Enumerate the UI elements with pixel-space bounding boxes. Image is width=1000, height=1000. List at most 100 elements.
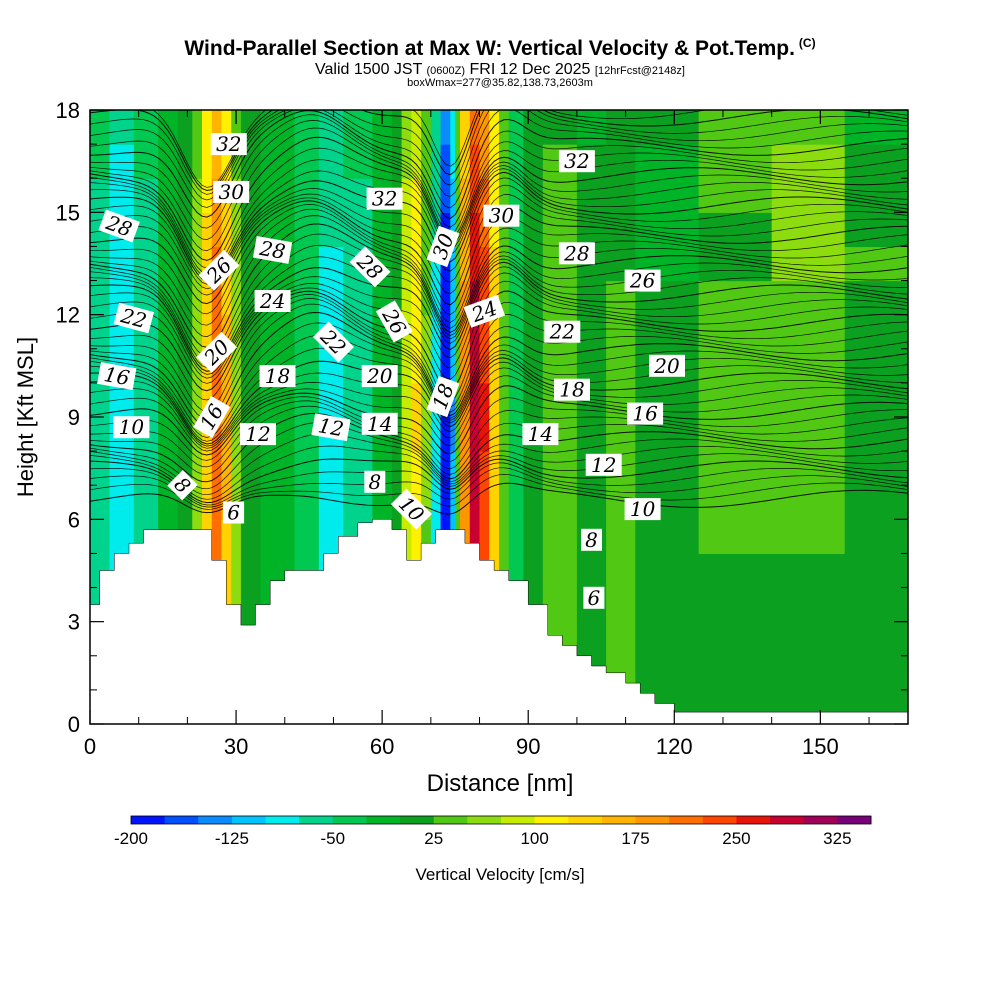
velocity-cell (499, 519, 510, 555)
velocity-cell (523, 178, 544, 213)
velocity-cell (771, 553, 846, 589)
velocity-cell (844, 587, 908, 623)
colorbar-swatch (198, 816, 233, 824)
velocity-cell (542, 485, 578, 520)
velocity-cell (294, 314, 320, 350)
velocity-cell (508, 553, 524, 589)
velocity-cell (411, 417, 422, 452)
velocity-cell (489, 382, 500, 418)
contour-label-box (463, 294, 506, 328)
contour-label-text: 20 (653, 354, 680, 378)
velocity-cell (221, 212, 232, 248)
velocity-cell (211, 280, 223, 316)
velocity-cell (201, 144, 213, 179)
velocity-cell (771, 280, 846, 316)
velocity-cell (542, 587, 578, 623)
velocity-cell (231, 553, 242, 589)
velocity-cell (479, 314, 490, 350)
velocity-cell (211, 144, 223, 179)
theta-contour-line (90, 375, 908, 452)
velocity-cell (221, 280, 232, 316)
contour-label-box (167, 469, 198, 501)
velocity-cell (192, 178, 203, 213)
velocity-cell (499, 246, 510, 282)
velocity-cell (318, 382, 344, 418)
velocity-cell (343, 280, 374, 316)
contour-label-box (312, 321, 355, 363)
velocity-cell (294, 144, 320, 179)
velocity-cell (211, 417, 223, 452)
contour-label: 18 (259, 364, 296, 388)
velocity-cell (771, 587, 846, 623)
contour-label-text: 6 (227, 501, 240, 525)
theta-contour-line (90, 280, 908, 384)
contour-label: 14 (522, 422, 559, 446)
contour-label-box (210, 133, 247, 156)
colorbar-tick-label: 250 (722, 829, 750, 848)
valid-date: FRI 12 Dec 2025 (469, 61, 591, 78)
velocity-cell (635, 451, 700, 486)
velocity-cell (460, 485, 471, 520)
velocity-cell (450, 212, 456, 248)
velocity-cell (318, 246, 344, 282)
velocity-cell (201, 280, 213, 316)
contour-label: 10 (624, 497, 661, 521)
contour-label: 10 (113, 415, 150, 439)
contour-label: 6 (223, 501, 245, 525)
velocity-cell (440, 314, 451, 350)
velocity-cell (372, 144, 393, 179)
velocity-cell (231, 417, 242, 452)
contour-label-box (581, 528, 602, 551)
theta-contour-line (90, 458, 908, 504)
velocity-cell (523, 553, 544, 589)
velocity-cell (421, 246, 432, 282)
velocity-cell (133, 451, 159, 486)
velocity-cell (231, 519, 242, 555)
velocity-cell (421, 417, 432, 452)
velocity-cell (158, 451, 179, 486)
velocity-cell (294, 485, 320, 520)
x-tick-label: 30 (224, 734, 248, 759)
velocity-cell (90, 314, 111, 350)
velocity-cell (455, 382, 461, 418)
velocity-cell (508, 519, 524, 555)
contour-label: 32 (366, 187, 403, 211)
velocity-cell (240, 348, 262, 384)
contour-label-text: 12 (245, 422, 270, 446)
velocity-cell (455, 417, 461, 452)
theta-contour-line (90, 361, 908, 447)
theta-contour-line (90, 110, 908, 201)
velocity-cell (489, 178, 500, 213)
colorbar-swatch (837, 816, 872, 824)
velocity-cell (508, 110, 524, 145)
theta-contour-line (90, 357, 908, 445)
contour-label-box (522, 423, 559, 446)
contour-label-text: 12 (591, 453, 616, 477)
velocity-cell (294, 451, 320, 486)
contour-label-box (349, 246, 391, 288)
contour-label-box (483, 204, 520, 227)
velocity-cell (698, 212, 773, 248)
velocity-cell (635, 655, 700, 691)
velocity-cell (231, 382, 242, 418)
contour-label-box (426, 375, 460, 418)
velocity-cell (542, 519, 578, 555)
velocity-cell (606, 621, 636, 657)
theta-contour-line (90, 422, 908, 490)
contour-label-text: 14 (367, 412, 392, 436)
velocity-cell (192, 144, 203, 179)
velocity-cell (460, 382, 471, 418)
colorbar-swatch (231, 816, 267, 824)
contour-label: 32 (210, 132, 247, 156)
velocity-cell (771, 246, 846, 282)
velocity-cell (635, 212, 700, 248)
contour-label-box (585, 453, 622, 476)
velocity-cell (635, 587, 700, 623)
velocity-cell (421, 485, 432, 520)
contour-label: 6 (583, 586, 605, 610)
velocity-cell (635, 553, 700, 589)
velocity-cell (201, 451, 213, 486)
contour-label-text: 14 (528, 422, 553, 446)
velocity-cell (489, 417, 500, 452)
